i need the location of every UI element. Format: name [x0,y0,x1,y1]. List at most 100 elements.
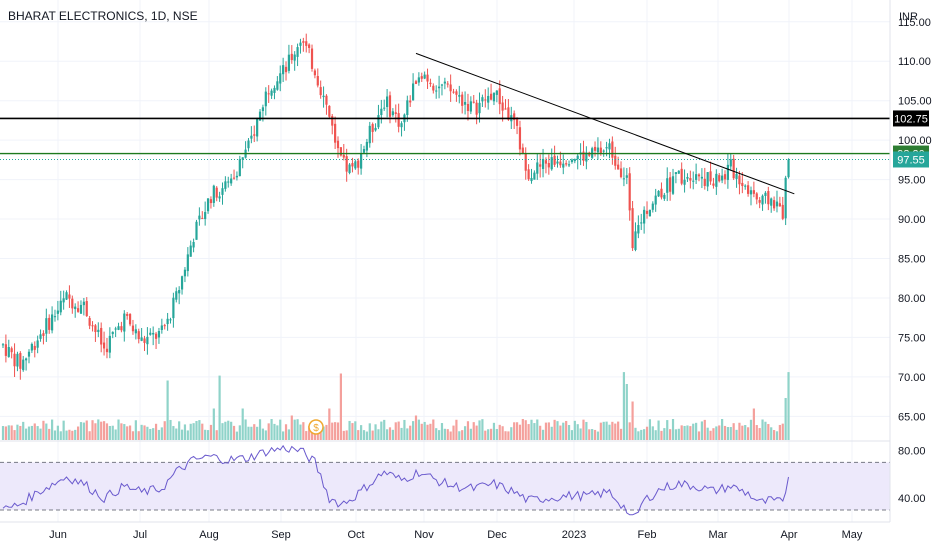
candle-body [53,316,57,318]
candle-body [128,314,132,325]
candle-body [74,306,77,310]
candle-body [94,325,97,333]
volume-bar [62,420,65,440]
volume-bar [244,419,247,440]
candle [143,335,146,352]
price-badge-label: 97.55 [897,154,925,166]
candle-body [117,326,120,330]
candle [625,168,628,185]
volume-bar [683,425,686,440]
candle-body [230,178,233,184]
candle-body [417,77,420,83]
candle-body [166,318,169,325]
volume-bar [163,421,166,440]
volume-bar [484,430,487,440]
volume-bar [530,419,533,440]
candle-body [703,178,706,186]
candle-body [388,95,392,117]
candle [227,176,230,188]
candle [126,312,129,320]
volume-bar [267,423,270,440]
volume-bar [608,424,611,440]
price-tick-label: 90.00 [898,214,926,226]
volume-bar [7,425,10,440]
trendline[interactable] [415,52,795,195]
volume-bar [345,430,348,440]
price-tick-label: 80.00 [898,293,926,305]
candle-body [71,298,74,309]
volume-bar [463,426,467,440]
candle-body [787,159,790,178]
volume-bar [432,419,435,440]
candle-body [206,198,210,212]
candle [712,177,715,189]
volume-bar [669,429,672,440]
candle [284,61,288,81]
candle [417,72,420,86]
volume-bar [105,423,109,440]
candle [192,238,195,253]
candle [105,338,109,359]
candle-body [547,162,550,168]
volume-bar [752,408,755,440]
candle [244,141,247,159]
candle [206,198,210,214]
candle [328,105,331,119]
candle [166,312,169,331]
candle-body [305,41,308,46]
candle-body [695,174,698,180]
candle [524,147,527,180]
volume-bar [605,421,608,440]
candle [645,201,649,219]
volume-bar [212,408,215,440]
volume-bar [305,431,308,440]
volume-bar [128,425,132,440]
candle-body [518,127,522,150]
candle-body [339,147,342,156]
candle [221,182,224,205]
candle [666,167,669,202]
candle-body [443,81,446,84]
candle [443,77,446,90]
candle [513,110,516,130]
volume-bar [120,423,123,440]
candle [82,297,85,316]
candle [559,151,562,168]
candle [76,301,80,313]
candle [651,201,654,213]
candle-body [582,151,585,161]
volume-bar [391,429,394,440]
candle-body [429,82,432,85]
candle-body [752,190,755,194]
candle-body [160,325,163,331]
candle [692,171,695,190]
volume-bar [250,426,253,440]
candle [455,89,458,102]
volume-bar [697,431,701,440]
candle [671,168,675,195]
volume-bar [279,419,282,440]
volume-bar [273,423,276,440]
candle [755,192,758,205]
candle-body [498,88,501,105]
candle [614,146,617,170]
candle-body [530,177,533,182]
volume-bar [541,429,545,440]
candle-body [527,169,530,180]
dividend-marker[interactable]: $ [308,419,324,435]
candle-body [761,195,764,205]
volume-bar [215,430,218,440]
candle-body [45,318,48,334]
candle-body [250,135,253,139]
volume-bar [374,424,377,440]
volume-bar [218,375,221,440]
candle-body [172,297,175,319]
candle-body [362,149,366,153]
price-badge-bg [893,110,929,127]
volume-bar [27,426,31,440]
candle-body [328,105,331,117]
candle-body [747,185,750,194]
candle [224,176,227,192]
volume-bar [622,372,626,440]
volume-bar [117,419,120,440]
